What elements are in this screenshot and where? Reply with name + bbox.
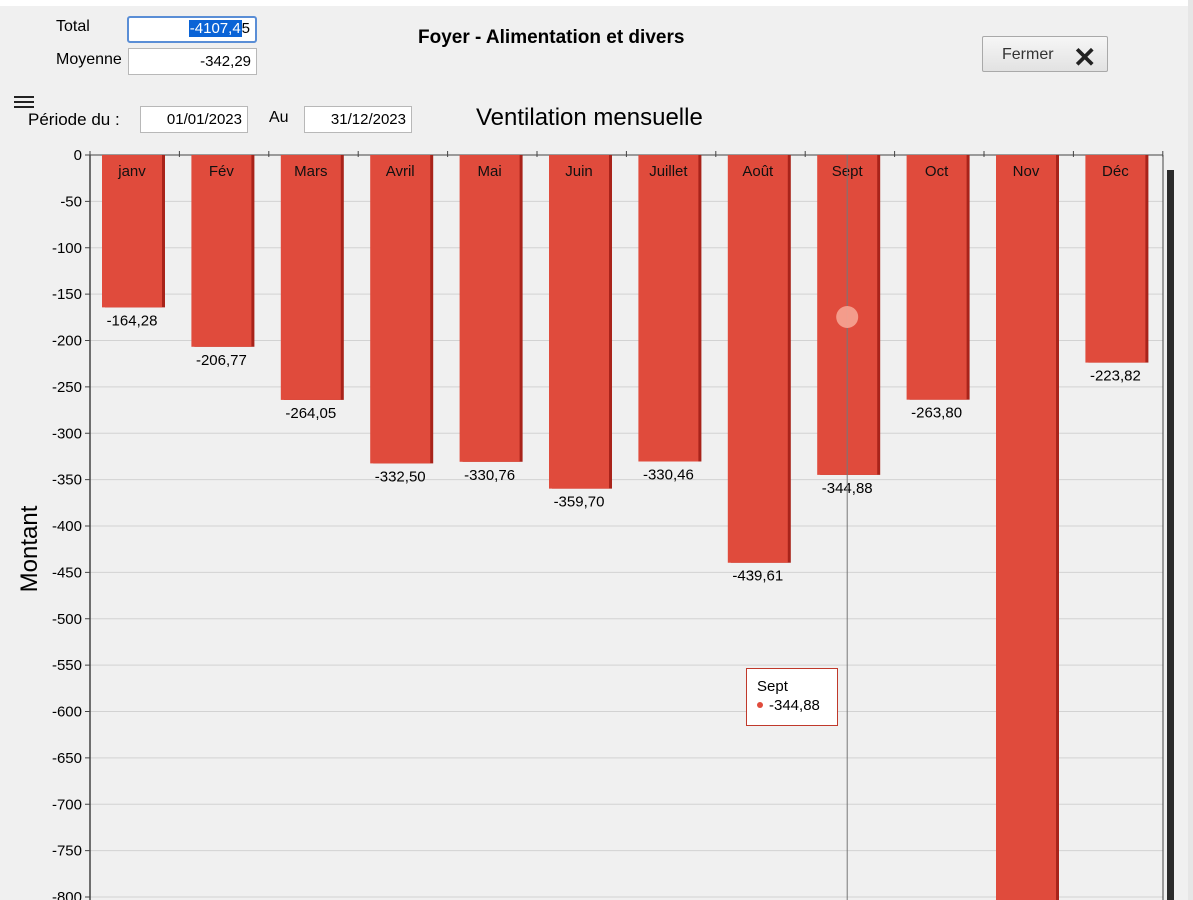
period-from-field[interactable]: 01/01/2023 — [140, 106, 248, 133]
bar[interactable] — [191, 155, 252, 347]
page-title: Foyer - Alimentation et divers — [418, 27, 685, 48]
y-tick-label: 0 — [74, 147, 82, 164]
data-label: -439,61 — [732, 568, 783, 585]
data-label: -223,82 — [1090, 368, 1141, 385]
y-tick-label: -700 — [52, 796, 82, 813]
window-right-edge — [1188, 0, 1193, 900]
y-tick-label: -350 — [52, 472, 82, 489]
bar[interactable] — [727, 155, 788, 563]
y-tick-label: -50 — [60, 193, 82, 210]
y-tick-label: -800 — [52, 889, 82, 900]
bar[interactable] — [102, 155, 162, 308]
x-category-label: Août — [742, 163, 774, 180]
bar[interactable] — [280, 155, 341, 400]
x-category-label: janv — [117, 163, 146, 180]
data-label: -264,05 — [285, 405, 336, 422]
period-from-label: Période du : — [28, 110, 120, 129]
total-value: -4107,4 — [188, 20, 242, 37]
x-category-label: Juillet — [649, 163, 688, 180]
x-category-label: Juin — [565, 163, 593, 180]
close-button[interactable]: Fermer ✕ — [982, 36, 1108, 73]
total-caret-char: 5 — [241, 20, 250, 37]
close-icon: ✕ — [1073, 42, 1097, 73]
x-category-label: Mai — [478, 163, 502, 180]
hover-marker — [836, 306, 859, 328]
tooltip-series-dot — [757, 702, 763, 708]
data-label: -206,77 — [196, 352, 247, 369]
chart-tooltip: Sept -344,88 — [746, 668, 838, 726]
bar[interactable] — [996, 155, 1056, 900]
tooltip-value: -344,88 — [769, 697, 820, 714]
window-top-strip — [0, 0, 1193, 6]
y-tick-label: -450 — [52, 564, 82, 581]
x-category-label: Fév — [209, 163, 235, 180]
data-label: -263,80 — [911, 405, 962, 422]
y-tick-label: -400 — [52, 518, 82, 535]
period-to-field[interactable]: 31/12/2023 — [304, 106, 412, 133]
y-tick-label: -150 — [52, 286, 82, 303]
y-tick-label: -100 — [52, 240, 82, 257]
y-tick-label: -650 — [52, 750, 82, 767]
x-category-label: Nov — [1013, 163, 1040, 180]
bar[interactable] — [1085, 155, 1146, 363]
x-category-label: Avril — [386, 163, 415, 180]
x-category-label: Mars — [294, 163, 327, 180]
menu-icon[interactable] — [14, 96, 36, 114]
bar[interactable] — [638, 155, 699, 462]
y-tick-label: -200 — [52, 333, 82, 350]
total-field[interactable]: -4107,45 — [127, 16, 257, 43]
y-tick-label: -500 — [52, 611, 82, 628]
x-category-label: Oct — [925, 163, 949, 180]
average-field[interactable]: -342,29 — [128, 48, 257, 75]
data-label: -330,76 — [464, 467, 515, 484]
tooltip-category: Sept — [757, 678, 788, 695]
data-label: -164,28 — [107, 312, 158, 329]
chart-title: Ventilation mensuelle — [476, 104, 703, 131]
total-label: Total — [56, 18, 90, 35]
bar[interactable] — [459, 155, 520, 462]
y-tick-label: -550 — [52, 657, 82, 674]
y-tick-label: -300 — [52, 425, 82, 442]
period-to-label: Au — [269, 109, 289, 126]
close-button-label: Fermer — [1002, 46, 1054, 63]
average-label: Moyenne — [56, 51, 122, 68]
bar[interactable] — [370, 155, 431, 464]
bar[interactable] — [906, 155, 967, 400]
chart-scrollbar[interactable] — [1167, 170, 1174, 900]
data-label: -332,50 — [375, 468, 426, 485]
data-label: -330,46 — [643, 467, 694, 484]
y-tick-label: -600 — [52, 704, 82, 721]
bar[interactable] — [549, 155, 609, 489]
x-category-label: Déc — [1102, 163, 1129, 180]
y-tick-label: -750 — [52, 843, 82, 860]
y-tick-label: -250 — [52, 379, 82, 396]
data-label: -359,70 — [554, 494, 605, 511]
